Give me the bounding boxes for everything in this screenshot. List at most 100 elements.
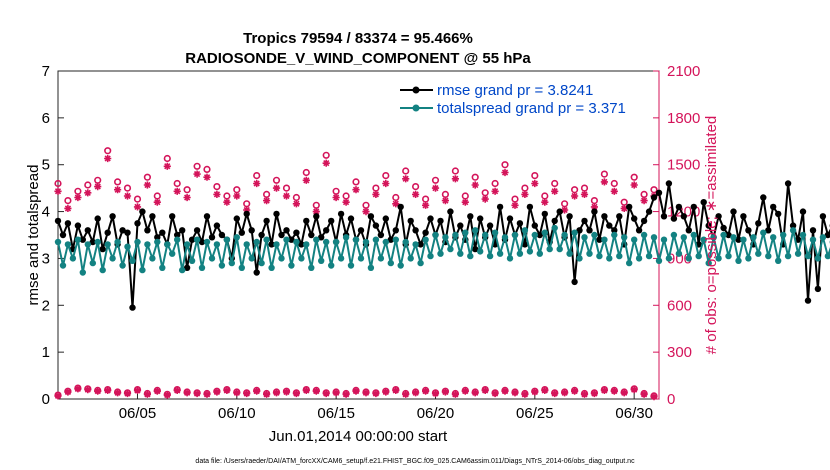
totalspread-point <box>104 241 111 248</box>
assimilated-obs-bottom-marker <box>630 386 638 394</box>
rmse-point <box>794 236 802 243</box>
totalspread-point <box>720 231 727 239</box>
assimilated-obs-marker <box>233 192 241 200</box>
totalspread-point <box>695 252 702 260</box>
rmse-point <box>814 285 822 293</box>
totalspread-point <box>139 266 146 274</box>
rmse-point <box>258 231 265 239</box>
totalspread-point <box>352 236 360 243</box>
rmse-point <box>298 241 305 248</box>
totalspread-point <box>342 234 350 241</box>
assimilated-obs-bottom-marker <box>402 390 410 398</box>
possible-obs-marker <box>451 167 460 175</box>
rmse-point <box>253 269 260 276</box>
totalspread-point <box>551 224 558 232</box>
totalspread-point <box>74 236 82 243</box>
rmse-point <box>596 236 603 243</box>
totalspread-point <box>332 238 340 246</box>
totalspread-point <box>670 231 678 239</box>
rmse-point <box>218 231 226 239</box>
assimilated-obs-marker <box>173 187 181 195</box>
right-tick-label: 300 <box>667 344 692 361</box>
rmse-point <box>74 222 82 229</box>
rmse-point <box>169 213 176 220</box>
rmse-point <box>486 222 494 229</box>
right-tick-label: 0 <box>667 391 675 408</box>
possible-obs-marker <box>352 178 360 186</box>
rmse-point <box>268 241 275 248</box>
assimilated-obs-bottom-marker <box>541 386 549 394</box>
left-tick-label: 2 <box>42 297 50 314</box>
assimilated-obs-bottom-marker <box>233 389 241 397</box>
totalspread-point <box>183 241 191 248</box>
totalspread-point <box>392 236 399 243</box>
rmse-point <box>54 217 62 225</box>
assimilated-obs-bottom-marker <box>302 386 310 394</box>
rmse-point <box>819 213 827 220</box>
totalspread-point <box>457 250 464 257</box>
rmse-point <box>472 245 479 253</box>
assimilated-obs-bottom-marker <box>193 389 201 398</box>
possible-obs-marker <box>382 172 390 180</box>
totalspread-point <box>248 255 255 262</box>
rmse-point <box>616 213 623 220</box>
totalspread-point <box>501 234 509 241</box>
possible-obs-marker <box>193 162 201 170</box>
totalspread-point <box>780 231 787 239</box>
assimilated-obs-bottom-marker <box>263 390 271 398</box>
possible-obs-marker <box>471 173 479 181</box>
rmse-point <box>64 220 72 227</box>
rmse-point <box>109 213 116 220</box>
totalspread-point <box>606 255 613 262</box>
y-axis-right-label: # of obs: o=possible; ∗=assimilated <box>703 116 720 355</box>
assimilated-obs-marker <box>580 190 589 198</box>
totalspread-point <box>809 236 817 243</box>
rmse-point <box>700 199 707 206</box>
assimilated-obs-bottom-marker <box>183 389 191 397</box>
rmse-point <box>382 215 389 222</box>
totalspread-point <box>491 229 499 236</box>
totalspread-point <box>159 264 166 271</box>
totalspread-point <box>596 252 603 260</box>
assimilated-obs-bottom-marker <box>571 387 579 395</box>
totalspread-point <box>174 236 181 243</box>
assimilated-obs-marker <box>362 208 370 216</box>
rmse-point <box>233 215 240 222</box>
assimilated-obs-marker <box>620 204 628 212</box>
totalspread-point <box>541 229 548 236</box>
rmse-point <box>357 227 365 234</box>
rmse-point <box>536 231 543 239</box>
possible-obs-marker <box>64 197 72 205</box>
rmse-point <box>770 203 777 211</box>
rmse-point <box>655 189 663 196</box>
rmse-point <box>640 217 648 225</box>
assimilated-obs-marker <box>143 181 151 189</box>
rmse-point <box>427 215 434 222</box>
possible-obs-marker <box>163 154 171 163</box>
assimilated-obs-marker <box>491 187 499 195</box>
possible-obs-marker <box>282 184 291 192</box>
totalspread-point <box>203 238 211 246</box>
assimilated-obs-marker <box>471 181 479 189</box>
assimilated-obs-marker <box>193 170 201 178</box>
totalspread-point <box>283 236 290 243</box>
rmse-point <box>680 213 687 220</box>
assimilated-obs-marker <box>312 208 320 216</box>
legend-spread-marker <box>412 104 420 112</box>
rmse-point <box>809 227 817 234</box>
assimilated-obs-bottom-marker <box>431 389 440 398</box>
totalspread-point <box>467 252 474 260</box>
totalspread-point <box>129 257 136 264</box>
assimilated-obs-marker <box>640 197 648 205</box>
possible-obs-marker <box>531 172 539 180</box>
rmse-point <box>303 217 310 225</box>
totalspread-point <box>99 266 106 274</box>
assimilated-obs-marker <box>531 179 539 188</box>
chart-title-line2: RADIOSONDE_V_WIND_COMPONENT @ 55 hPa <box>185 50 531 67</box>
totalspread-point <box>730 234 737 241</box>
rmse-point <box>556 208 563 215</box>
rmse-point <box>263 217 270 225</box>
totalspread-point <box>784 252 792 260</box>
assimilated-obs-bottom-marker <box>461 387 469 395</box>
rmse-point <box>79 236 87 243</box>
